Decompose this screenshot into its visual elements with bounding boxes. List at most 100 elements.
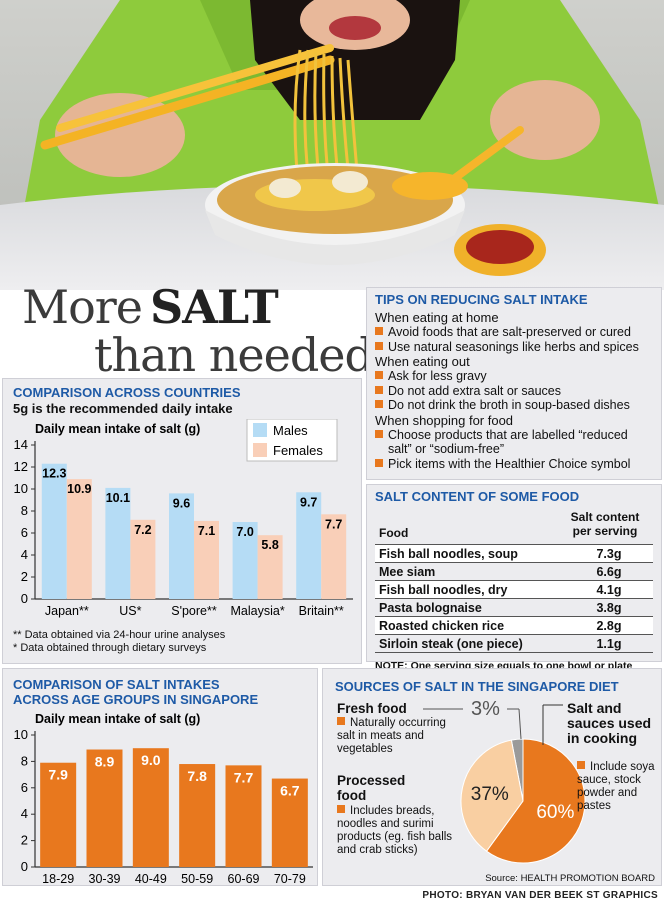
bullet-icon bbox=[577, 761, 585, 769]
countries-chart-panel: COMPARISON ACROSS COUNTRIES 5g is the re… bbox=[2, 378, 362, 664]
bullet-icon bbox=[337, 717, 345, 725]
sources-title: SOURCES OF SALT IN THE SINGAPORE DIET bbox=[335, 679, 619, 694]
tip-heading: When eating at home bbox=[375, 310, 499, 325]
salt-content-title: SALT CONTENT OF SOME FOOD bbox=[375, 489, 580, 504]
bar-value-label: 5.8 bbox=[261, 538, 278, 552]
bar-females bbox=[257, 535, 283, 599]
legend: Males Females bbox=[246, 419, 338, 462]
salt-content-table: Fish ball noodles, soup 7.3g Mee siam 6.6g F… bbox=[375, 544, 653, 653]
col-food-header: Food bbox=[379, 526, 409, 540]
y-tick-label: 14 bbox=[14, 437, 28, 452]
fresh-food-desc: Naturally occurring salt in meats and ve… bbox=[337, 717, 446, 755]
bullet-icon bbox=[375, 458, 383, 467]
bullet-icon bbox=[375, 400, 383, 408]
bar-age bbox=[179, 764, 216, 867]
x-tick-label: Malaysia* bbox=[231, 604, 285, 618]
col-salt-header: Salt content per serving bbox=[570, 510, 640, 538]
salt-cell: 7.3g bbox=[565, 544, 653, 563]
y-tick-label: 6 bbox=[21, 525, 28, 540]
tips-title: TIPS ON REDUCING SALT INTAKE bbox=[375, 292, 588, 307]
table-row: Fish ball noodles, dry 4.1g bbox=[375, 580, 653, 599]
bar-value-label: 8.9 bbox=[95, 754, 115, 770]
bar-value-label: 9.6 bbox=[173, 496, 190, 510]
table-row: Mee siam 6.6g bbox=[375, 562, 653, 581]
bar-age bbox=[271, 778, 308, 867]
x-tick-label: US* bbox=[119, 604, 141, 618]
pie-value-label: 3% bbox=[471, 698, 500, 720]
bar-males bbox=[169, 493, 194, 599]
leader-line bbox=[518, 708, 522, 740]
y-tick-label: 6 bbox=[21, 780, 28, 795]
fresh-food-label: Fresh food bbox=[337, 701, 407, 716]
bullet-icon bbox=[375, 429, 383, 438]
tip-item: Ask for less gravy bbox=[375, 369, 653, 384]
salt-cell: 3.8g bbox=[565, 598, 653, 617]
processed-food-desc: Includes breads, noodles and surimi prod… bbox=[337, 805, 453, 856]
sauce-label: Salt and sauces used in cooking bbox=[567, 700, 652, 746]
x-tick-label: 18-29 bbox=[42, 872, 74, 885]
y-tick-label: 4 bbox=[21, 806, 28, 821]
y-axis-label: Daily mean intake of salt (g) bbox=[35, 712, 200, 726]
bar-value-label: 7.9 bbox=[48, 767, 68, 783]
age-title-line1: COMPARISON OF SALT INTAKES bbox=[13, 677, 220, 692]
bar-value-label: 10.1 bbox=[106, 491, 130, 505]
bar-age bbox=[40, 762, 77, 867]
tip-item: Avoid foods that are salt-preserved or c… bbox=[375, 325, 653, 340]
bullet-icon bbox=[337, 805, 345, 813]
countries-footnotes: ** Data obtained via 24-hour urine analy… bbox=[13, 629, 225, 655]
bar-females bbox=[194, 520, 219, 599]
sources-panel: 60% 37% 3% SOURCES OF SALT IN THE SINGAPOR… bbox=[322, 668, 662, 886]
age-chart-panel: COMPARISON OF SALT INTAKES ACROSS AGE GR… bbox=[2, 668, 318, 886]
y-tick-label: 2 bbox=[21, 569, 28, 584]
pie-value-label: 60% bbox=[536, 802, 574, 823]
salt-content-header: Food Salt content per serving bbox=[375, 506, 653, 542]
bullet-icon bbox=[375, 385, 383, 394]
pie-value-label: 37% bbox=[471, 784, 509, 805]
pie-slice-sauces bbox=[485, 738, 586, 864]
tips-list: When eating at home Avoid foods that are … bbox=[375, 310, 653, 471]
salt-cell: 2.8g bbox=[565, 616, 653, 635]
y-tick-label: 4 bbox=[21, 547, 28, 562]
source-credit: Source: HEALTH PROMOTION BOARD bbox=[485, 873, 655, 884]
main-title: More SALT than needed bbox=[22, 280, 374, 382]
bar-males bbox=[105, 487, 131, 599]
title-more: More bbox=[22, 280, 143, 334]
bullet-icon bbox=[375, 341, 383, 350]
legend-label: Females bbox=[273, 443, 323, 458]
title-than-needed: than needed bbox=[94, 328, 374, 382]
tip-item: Do not add extra salt or sauces bbox=[375, 384, 653, 399]
table-row: Sirloin steak (one piece) 1.1g bbox=[375, 634, 653, 653]
photo-illustration bbox=[0, 0, 664, 290]
bar-value-label: 9.7 bbox=[300, 495, 317, 509]
photo-credit: PHOTO: BRYAN VAN DER BEEK ST GRAPHICS bbox=[422, 890, 658, 901]
sources-pie-chart: 60% 37% 3% bbox=[423, 698, 586, 864]
tip-heading: When shopping for food bbox=[375, 412, 514, 428]
tip-item: Choose products that are labelled “reduc… bbox=[375, 428, 653, 457]
bar-value-label: 7.7 bbox=[234, 769, 254, 785]
bar-females bbox=[66, 479, 92, 599]
bar-males bbox=[41, 463, 67, 599]
x-tick-label: 70-79 bbox=[274, 872, 306, 885]
bar-females bbox=[321, 514, 347, 599]
salt-cell: 1.1g bbox=[565, 634, 653, 653]
table-row: Pasta bolognaise 3.8g bbox=[375, 598, 653, 617]
salt-cell: 6.6g bbox=[565, 562, 653, 581]
food-cell: Mee siam bbox=[375, 562, 565, 581]
y-tick-label: 0 bbox=[21, 591, 28, 606]
y-tick-label: 10 bbox=[14, 481, 28, 496]
pie-slice-processed bbox=[460, 739, 524, 852]
bar-males bbox=[232, 522, 258, 599]
processed-food-label: Processed food bbox=[337, 773, 406, 803]
y-tick-label: 8 bbox=[21, 753, 28, 768]
bullet-icon bbox=[375, 371, 383, 379]
footnote-survey: * Data obtained through dietary surveys bbox=[13, 642, 207, 654]
tip-item: Pick items with the Healthier Choice sym… bbox=[375, 457, 653, 472]
tips-panel: TIPS ON REDUCING SALT INTAKE When eating… bbox=[366, 287, 662, 480]
salt-content-panel: SALT CONTENT OF SOME FOOD Food Salt cont… bbox=[366, 484, 662, 672]
y-axis-label: Daily mean intake of salt (g) bbox=[35, 422, 200, 436]
bar-age bbox=[86, 749, 123, 867]
bar-females bbox=[130, 519, 156, 599]
x-tick-label: 50-59 bbox=[181, 872, 213, 885]
bar-value-label: 7.2 bbox=[134, 523, 151, 537]
age-bar-chart: Daily mean intake of salt (g) 0 2 4 6 8 10 7.9 1… bbox=[14, 712, 313, 885]
